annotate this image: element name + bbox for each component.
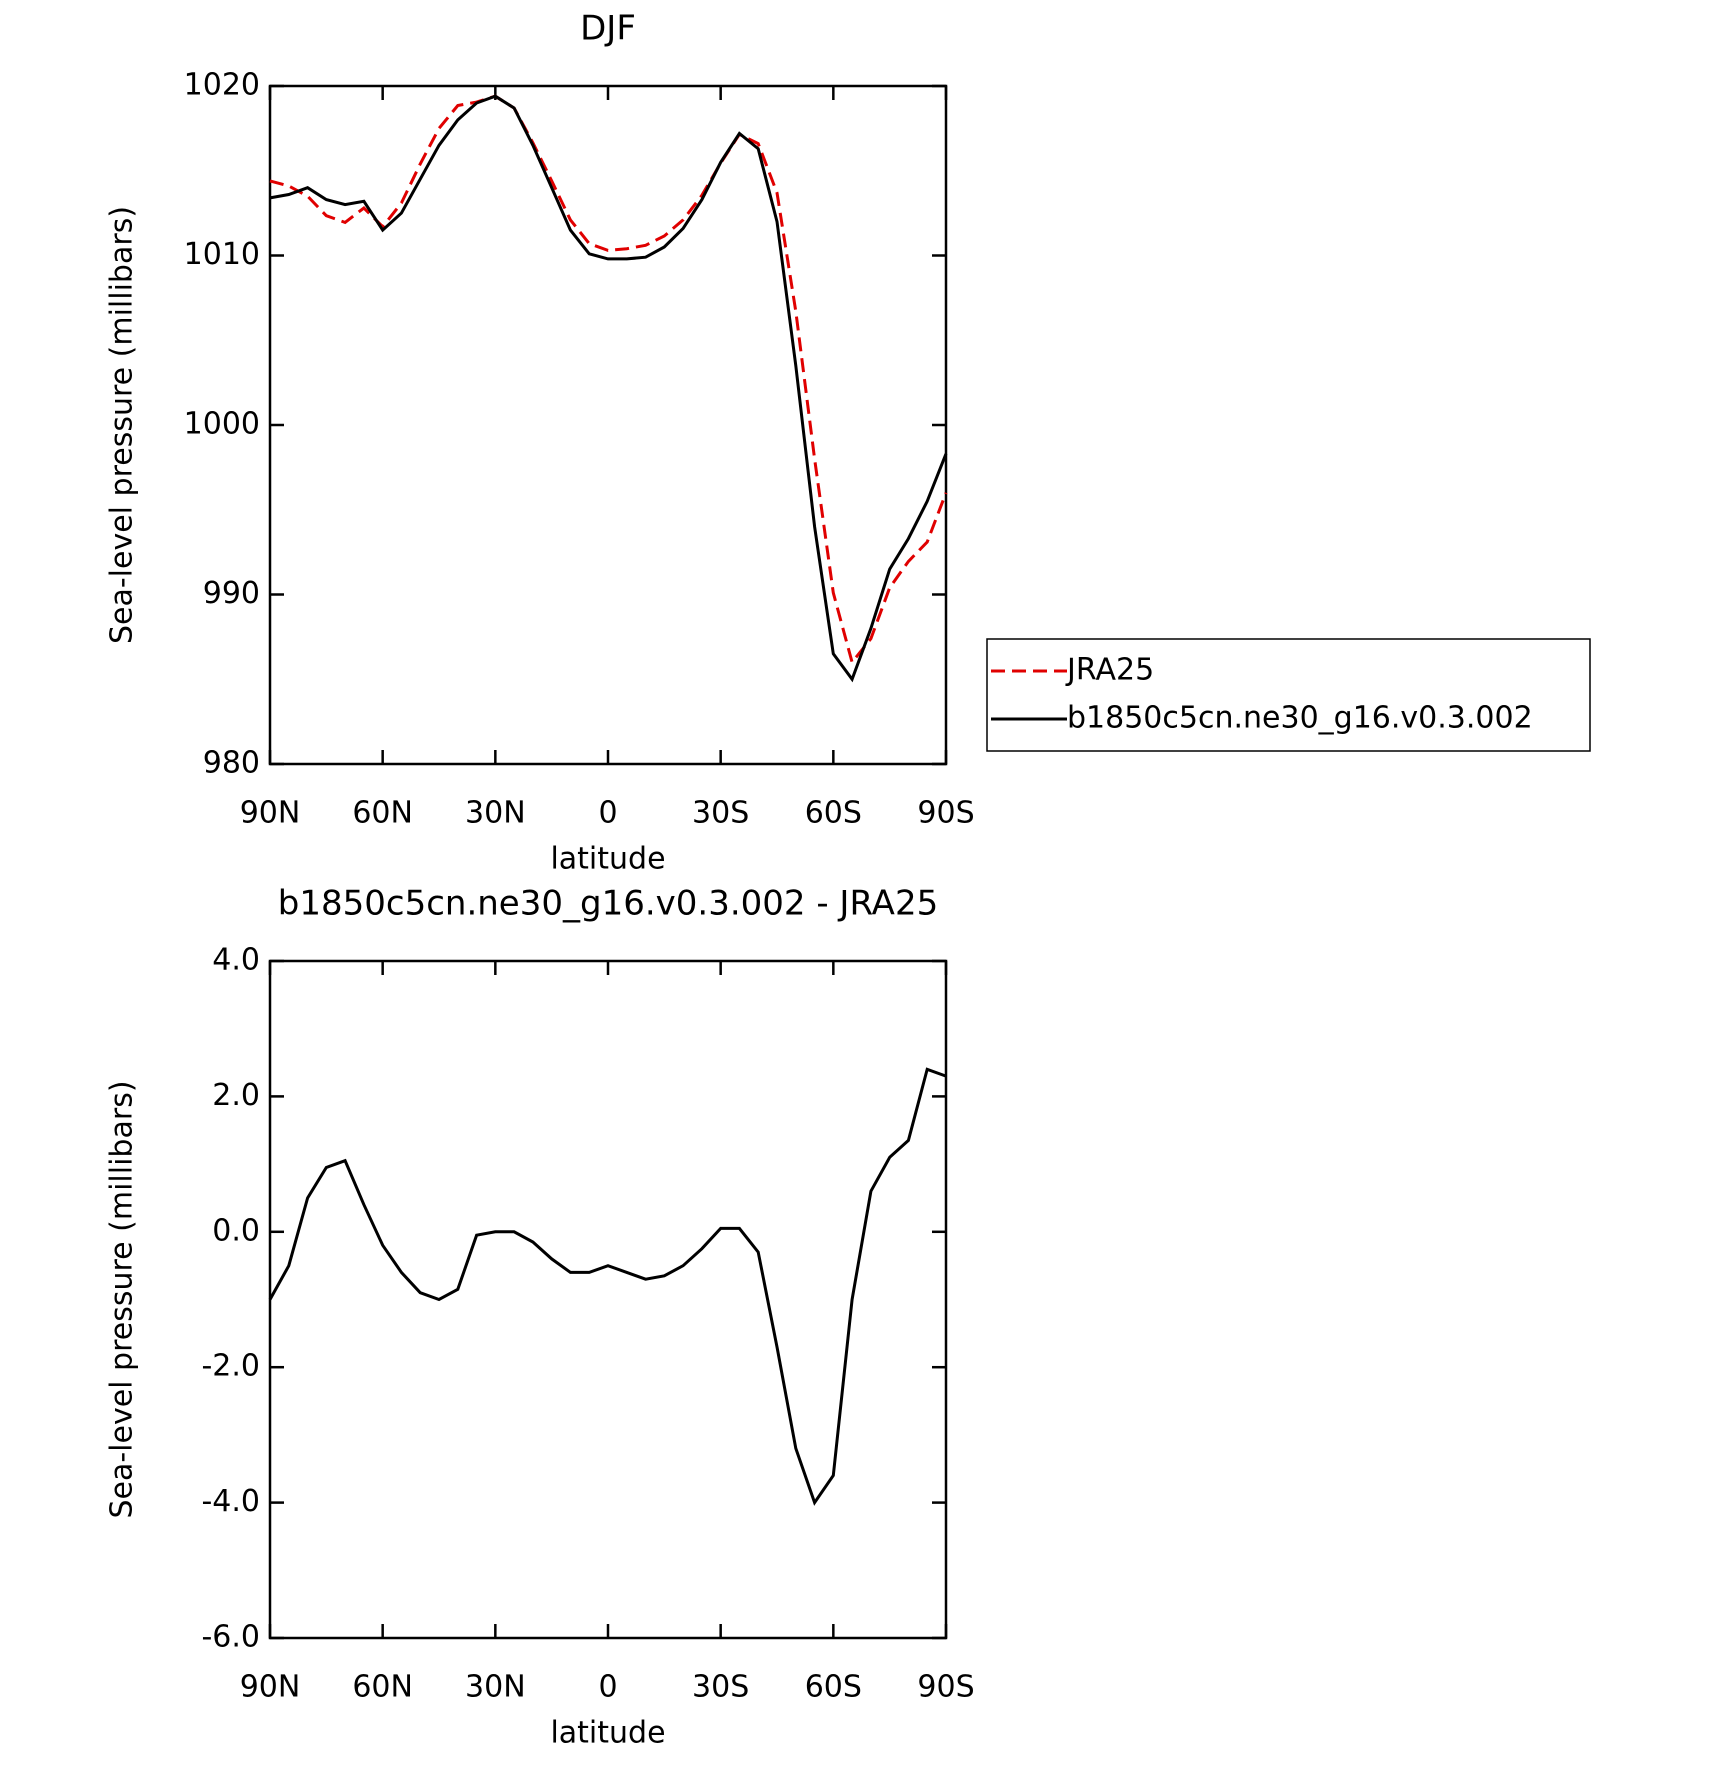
x-tick-label: 30N [465,1670,526,1705]
y-tick-label: -4.0 [201,1484,260,1519]
x-tick-label: 0 [598,796,617,831]
x-tick-label: 90N [240,1670,301,1705]
y-tick-label: 980 [203,746,260,781]
x-axis-label: latitude [550,1716,665,1751]
series-line [269,94,948,666]
x-tick-label: 60S [805,1670,862,1705]
x-tick-label: 30S [692,1670,749,1705]
x-tick-label: 90S [917,1670,974,1705]
x-tick-label: 30N [465,796,526,831]
y-axis-label: Sea-level pressure (millibars) [105,1080,140,1518]
legend-label: b1850c5cn.ne30_g16.v0.3.002 [1067,701,1533,736]
y-tick-label: 4.0 [212,943,260,978]
y-tick-label: 990 [203,576,260,611]
series-line [269,94,948,683]
x-tick-label: 30S [692,796,749,831]
chart-title: DJF [580,9,636,49]
y-axis-label: Sea-level pressure (millibars) [105,206,140,644]
plot-frame [268,959,948,1640]
y-tick-label: 2.0 [212,1078,260,1113]
x-tick-label: 60N [352,1670,413,1705]
y-tick-label: -6.0 [201,1620,260,1655]
chart-title: b1850c5cn.ne30_g16.v0.3.002 - JRA25 [278,884,938,924]
y-tick-label: 1020 [184,68,260,103]
legend-box [986,638,1591,752]
x-tick-label: 90S [917,796,974,831]
y-tick-label: 1010 [184,237,260,272]
x-tick-label: 60N [352,796,413,831]
x-tick-label: 0 [598,1670,617,1705]
x-tick-label: 90N [240,796,301,831]
y-tick-label: 0.0 [212,1213,260,1248]
x-tick-label: 60S [805,796,862,831]
x-axis-label: latitude [550,842,665,877]
series-line [268,1067,947,1506]
legend-label: JRA25 [1065,653,1154,688]
y-tick-label: 1000 [184,407,260,442]
y-tick-label: -2.0 [201,1349,260,1384]
plot-frame [268,84,948,766]
